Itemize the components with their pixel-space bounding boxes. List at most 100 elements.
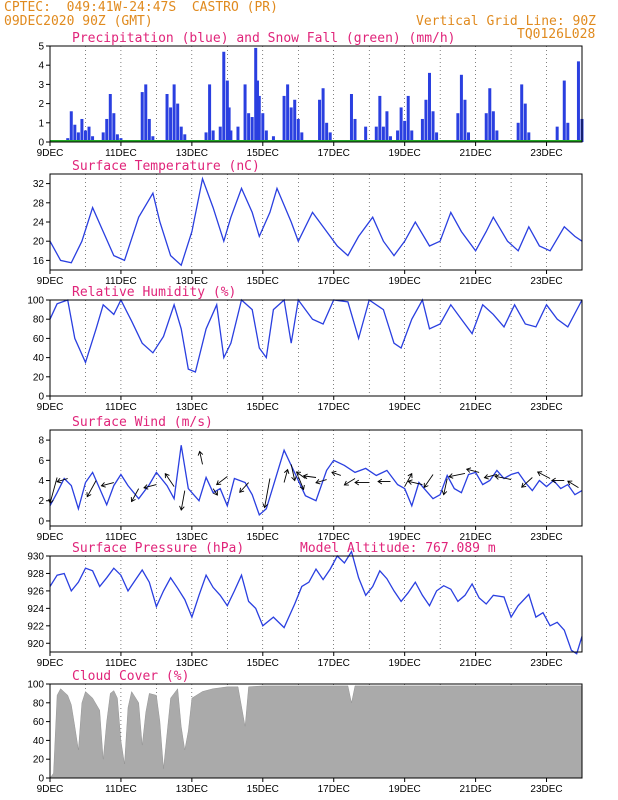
precip-bar: [165, 94, 169, 142]
x-tick-label: 19DEC: [389, 402, 421, 413]
y-tick-label: 6: [38, 456, 44, 467]
wind-vector: [212, 488, 218, 496]
precip-bar: [250, 117, 254, 142]
wind-vector: [131, 488, 140, 502]
y-tick-label: 0: [38, 138, 44, 149]
wind-arrowhead: [216, 480, 222, 486]
x-tick-label: 13DEC: [176, 276, 208, 287]
precip-bar: [144, 84, 148, 142]
wind-arrowhead: [521, 482, 527, 488]
panel-title: Cloud Cover (%): [72, 669, 189, 684]
precip-bar: [396, 130, 400, 142]
station-header: CPTEC: 049:41W-24:47S CASTRO (PR): [4, 0, 278, 15]
wind-vector: [264, 478, 271, 508]
y-tick-label: 922: [27, 621, 44, 632]
x-tick-label: 23DEC: [530, 148, 562, 159]
precip-bar: [172, 84, 176, 142]
wind-arrowhead: [441, 490, 448, 496]
wind-vector: [290, 464, 296, 481]
precip-bar: [254, 47, 258, 142]
wind-arrowhead: [483, 474, 489, 480]
series-line: [49, 176, 583, 267]
wind-vector: [199, 451, 203, 465]
panel-1: 0 1 2 3 4 5 9DEC 11DEC 13DEC 15DEC 17DEC 19DEC 21DEC…: [37, 31, 584, 159]
precip-bar: [83, 130, 87, 142]
precip-bar: [101, 132, 105, 142]
panel-title: Relative Humidity (%): [72, 285, 236, 300]
wind-arrowhead: [239, 487, 245, 493]
precip-bar: [222, 51, 226, 143]
y-tick-label: 20: [33, 372, 45, 383]
x-tick-label: 11DEC: [105, 658, 137, 669]
x-tick-label: 21DEC: [459, 658, 491, 669]
precip-bar: [403, 120, 407, 142]
y-tick-label: 0: [38, 516, 44, 527]
precip-bar: [204, 132, 208, 142]
y-tick-label: 926: [27, 586, 44, 597]
y-tick-label: 60: [33, 334, 45, 345]
model-code-header: TQ0126L028: [517, 27, 596, 42]
y-tick-label: 928: [27, 569, 44, 580]
wind-vector: [86, 480, 97, 497]
wind-vector: [404, 473, 413, 487]
precip-bar: [467, 132, 471, 142]
wind-arrowhead: [291, 476, 297, 482]
wind-vector: [315, 479, 327, 484]
precip-bar: [229, 130, 233, 142]
x-tick-label: 17DEC: [318, 658, 350, 669]
x-tick-label: 17DEC: [318, 276, 350, 287]
wind-arrowhead: [494, 474, 500, 480]
x-tick-label: 11DEC: [105, 402, 137, 413]
precip-bar: [484, 113, 488, 142]
precip-bar: [435, 132, 439, 142]
precip-bar: [325, 122, 329, 142]
x-tick-label: 15DEC: [247, 784, 279, 795]
precip-bar: [495, 130, 499, 142]
y-tick-label: 4: [38, 476, 44, 487]
x-tick-label: 11DEC: [105, 276, 137, 287]
precip-bar: [87, 126, 91, 142]
x-tick-label: 23DEC: [530, 276, 562, 287]
precip-bar: [328, 132, 332, 142]
precip-bar: [562, 80, 566, 142]
precip-bar: [243, 84, 247, 142]
series-line: [49, 445, 583, 517]
precip-bar: [183, 134, 187, 142]
precip-bar: [115, 134, 119, 142]
precip-bar: [488, 88, 492, 142]
cloud-cover-area: [49, 685, 583, 779]
precip-bar: [385, 111, 389, 142]
precip-bar: [73, 124, 77, 142]
precip-bar: [236, 126, 240, 142]
x-tick-label: 21DEC: [459, 148, 491, 159]
panel-6: 0 20 40 60 80 100 9DEC 11DEC 13DEC 15DEC 17DEC 19DE…: [27, 669, 583, 795]
precip-bar: [179, 126, 183, 142]
wind-vector: [180, 490, 186, 511]
y-tick-label: 2: [38, 99, 44, 110]
x-tick-label: 11DEC: [105, 148, 137, 159]
x-tick-label: 11DEC: [105, 784, 137, 795]
precip-bar: [247, 113, 251, 142]
x-tick-label: 11DEC: [105, 532, 137, 543]
wind-vector: [344, 478, 356, 486]
y-tick-label: 28: [33, 198, 45, 209]
precip-bar: [286, 84, 290, 142]
x-tick-label: 17DEC: [318, 148, 350, 159]
y-tick-label: 0: [38, 392, 44, 403]
x-tick-label: 19DEC: [389, 784, 421, 795]
x-tick-label: 19DEC: [389, 276, 421, 287]
panel-frame: [49, 683, 583, 779]
precip-bar: [211, 130, 215, 142]
x-tick-label: 15DEC: [247, 402, 279, 413]
wind-arrowhead: [299, 484, 305, 491]
panel-2: 16 20 24 28 32 9DEC 11DEC 13DEC 15DEC 17DEC 19DEC 2…: [33, 159, 583, 287]
x-tick-label: 19DEC: [389, 658, 421, 669]
wind-vector: [239, 482, 249, 493]
panel-title: Surface Pressure (hPa): [72, 541, 244, 556]
precip-bar: [381, 126, 385, 142]
y-tick-label: 2: [38, 496, 44, 507]
x-tick-label: 9DEC: [37, 402, 64, 413]
x-tick-label: 17DEC: [318, 402, 350, 413]
wind-arrowhead: [448, 473, 454, 479]
wind-arrowhead: [130, 497, 136, 503]
